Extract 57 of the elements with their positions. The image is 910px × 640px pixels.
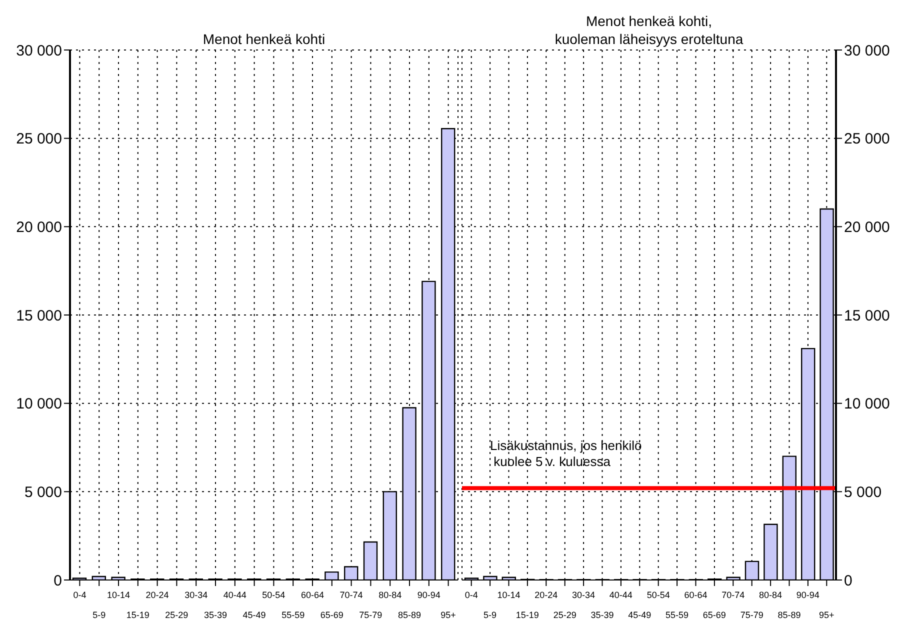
x-tick-label: 10-14 xyxy=(497,590,520,600)
x-tick-label: 5-9 xyxy=(484,610,497,620)
x-tick-label: 50-54 xyxy=(646,590,670,600)
y-tick-label: 5 000 xyxy=(844,484,882,501)
y-tick-label: 20 000 xyxy=(844,218,890,236)
x-tick-label: 55-59 xyxy=(666,610,689,620)
x-tick-label: 80-84 xyxy=(759,590,782,600)
x-tick-label: 20-24 xyxy=(146,590,169,600)
x-tick-label: 60-64 xyxy=(300,590,324,600)
y-tick-label: 30 000 xyxy=(16,42,62,60)
chart-title: Menot henkeä kohti, kuoleman läheisyys eroteltuna xyxy=(554,12,744,48)
x-tick-label: 40-44 xyxy=(223,590,246,600)
x-tick-label: 65-69 xyxy=(702,610,726,620)
x-tick-label: 65-69 xyxy=(320,610,344,620)
y-tick-label: 25 000 xyxy=(844,130,890,148)
x-tick-label: 90-94 xyxy=(417,590,440,600)
x-tick-label: 90-94 xyxy=(796,590,820,600)
y-tick-label: 15 000 xyxy=(844,307,890,324)
x-tick-label: 85-89 xyxy=(778,610,801,620)
x-tick-label: 35-39 xyxy=(204,610,228,620)
x-tick-label: 15-19 xyxy=(516,610,539,620)
x-tick-label: 10-14 xyxy=(106,590,130,600)
x-tick-label: 35-39 xyxy=(590,610,614,620)
x-tick-label: 75-79 xyxy=(359,610,382,620)
x-tick-label: 60-64 xyxy=(684,590,708,600)
x-tick-label: 30-34 xyxy=(184,590,208,600)
x-tick-label: 80-84 xyxy=(378,590,402,600)
y-tick-label: 30 000 xyxy=(844,42,890,60)
x-tick-label: 70-74 xyxy=(340,590,363,600)
x-tick-label: 95+ xyxy=(819,610,834,620)
x-tick-label: 75-79 xyxy=(740,610,764,620)
x-tick-label: 25-29 xyxy=(553,610,576,620)
x-tick-label: 0-4 xyxy=(464,590,478,600)
y-tick-label: 25 000 xyxy=(16,130,62,148)
x-tick-label: 15-19 xyxy=(126,610,150,620)
x-tick-label: 45-49 xyxy=(242,610,266,620)
x-tick-label: 85-89 xyxy=(398,610,422,620)
x-tick-label: 45-49 xyxy=(628,610,652,620)
x-tick-label: 70-74 xyxy=(722,590,745,600)
ref-line-label: Lisäkustannus, jos henkilö kuolee 5 v. kuluessa xyxy=(490,438,642,470)
x-tick-label: 20-24 xyxy=(534,590,558,600)
x-tick-label: 30-34 xyxy=(572,590,596,600)
y-tick-label: 10 000 xyxy=(844,396,890,413)
y-tick-label: 0 xyxy=(844,572,852,590)
y-tick-label: 20 000 xyxy=(16,218,62,236)
y-tick-label: 15 000 xyxy=(16,307,62,324)
chart-title: Menot henkeä kohti xyxy=(202,30,326,48)
x-tick-label: 55-59 xyxy=(282,610,305,620)
x-tick-label: 95+ xyxy=(440,610,456,620)
x-tick-label: 5-9 xyxy=(92,610,106,620)
x-tick-label: 25-29 xyxy=(165,610,188,620)
x-tick-label: 50-54 xyxy=(262,590,286,600)
x-tick-label: 0-4 xyxy=(73,590,86,600)
x-tick-label: 40-44 xyxy=(609,590,632,600)
y-tick-label: 0 xyxy=(54,572,62,590)
y-tick-label: 5 000 xyxy=(24,484,62,501)
y-tick-label: 10 000 xyxy=(16,396,62,413)
